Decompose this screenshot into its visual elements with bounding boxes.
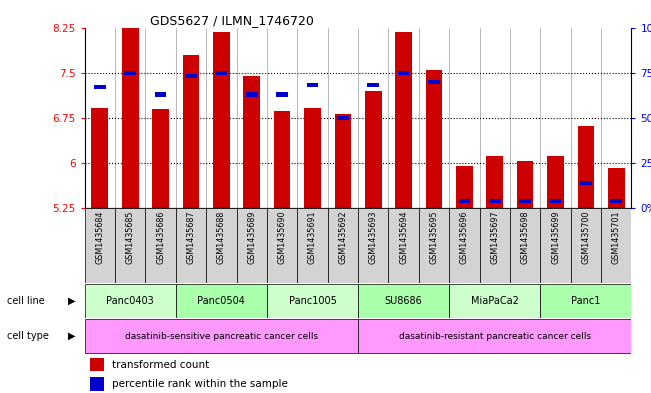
Bar [611,199,622,203]
Bar [365,91,381,208]
Text: dasatinib-resistant pancreatic cancer cells: dasatinib-resistant pancreatic cancer ce… [398,332,591,340]
Bar [540,208,571,283]
Bar [519,199,531,203]
Bar [337,116,349,120]
Bar [215,71,227,75]
Bar [94,85,105,89]
Bar [85,319,358,353]
Bar [145,208,176,283]
Bar [236,208,267,283]
Bar [185,74,197,79]
Bar [547,156,564,208]
Text: GSM1435695: GSM1435695 [430,211,439,264]
Bar [358,319,631,353]
Bar [608,168,625,208]
Bar [91,108,108,208]
Text: GSM1435691: GSM1435691 [308,211,317,264]
Text: Panc0504: Panc0504 [197,296,245,306]
Text: GSM1435697: GSM1435697 [490,211,499,264]
Bar [389,208,419,283]
Bar [155,92,167,97]
Text: MiaPaCa2: MiaPaCa2 [471,296,519,306]
Bar [398,71,409,75]
Bar [510,208,540,283]
Bar [246,92,258,97]
Text: GDS5627 / ILMN_1746720: GDS5627 / ILMN_1746720 [150,14,314,27]
Bar [549,199,561,203]
Bar [176,284,267,318]
Text: Panc1: Panc1 [571,296,601,306]
Text: GSM1435689: GSM1435689 [247,211,256,264]
Bar [307,83,318,88]
Bar [213,32,230,208]
Text: cell line: cell line [7,296,44,306]
Text: GSM1435685: GSM1435685 [126,211,135,264]
Bar [449,284,540,318]
Text: GSM1435687: GSM1435687 [186,211,195,264]
Bar [458,199,470,203]
Text: ▶: ▶ [68,296,76,306]
Text: GSM1435693: GSM1435693 [368,211,378,264]
Bar [480,208,510,283]
Bar [486,156,503,208]
Bar [428,80,440,84]
Bar [85,284,176,318]
Text: ▶: ▶ [68,331,76,341]
Bar [122,22,139,208]
Bar [577,126,594,208]
Bar [601,208,631,283]
Bar [395,32,412,208]
Text: percentile rank within the sample: percentile rank within the sample [112,379,288,389]
Bar [426,70,443,208]
Bar [489,199,501,203]
Bar [176,208,206,283]
Text: cell type: cell type [7,331,48,341]
Text: GSM1435701: GSM1435701 [612,211,621,264]
Bar [276,92,288,97]
Bar [540,284,631,318]
Text: GSM1435690: GSM1435690 [277,211,286,264]
Text: GSM1435684: GSM1435684 [95,211,104,264]
Text: GSM1435699: GSM1435699 [551,211,560,264]
Bar [90,358,104,371]
Text: transformed count: transformed count [112,360,209,370]
Bar [456,165,473,208]
Bar [90,377,104,391]
Text: SU8686: SU8686 [385,296,422,306]
Bar [358,208,389,283]
Bar [85,208,115,283]
Bar [243,76,260,208]
Bar [267,284,358,318]
Bar [206,208,236,283]
Text: dasatinib-sensitive pancreatic cancer cells: dasatinib-sensitive pancreatic cancer ce… [125,332,318,340]
Bar [580,181,592,185]
Bar [367,83,379,88]
Bar [449,208,480,283]
Bar [115,208,145,283]
Text: GSM1435692: GSM1435692 [339,211,348,264]
Bar [273,111,290,208]
Bar [358,284,449,318]
Bar [419,208,449,283]
Bar [124,71,136,75]
Text: GSM1435686: GSM1435686 [156,211,165,264]
Text: Panc1005: Panc1005 [288,296,337,306]
Text: GSM1435698: GSM1435698 [521,211,530,264]
Bar [335,114,352,208]
Text: GSM1435688: GSM1435688 [217,211,226,264]
Bar [327,208,358,283]
Text: GSM1435696: GSM1435696 [460,211,469,264]
Bar [298,208,327,283]
Bar [182,55,199,208]
Bar [517,161,534,208]
Bar [152,109,169,208]
Bar [304,108,321,208]
Bar [571,208,601,283]
Text: Panc0403: Panc0403 [106,296,154,306]
Text: GSM1435694: GSM1435694 [399,211,408,264]
Bar [267,208,298,283]
Text: GSM1435700: GSM1435700 [581,211,590,264]
